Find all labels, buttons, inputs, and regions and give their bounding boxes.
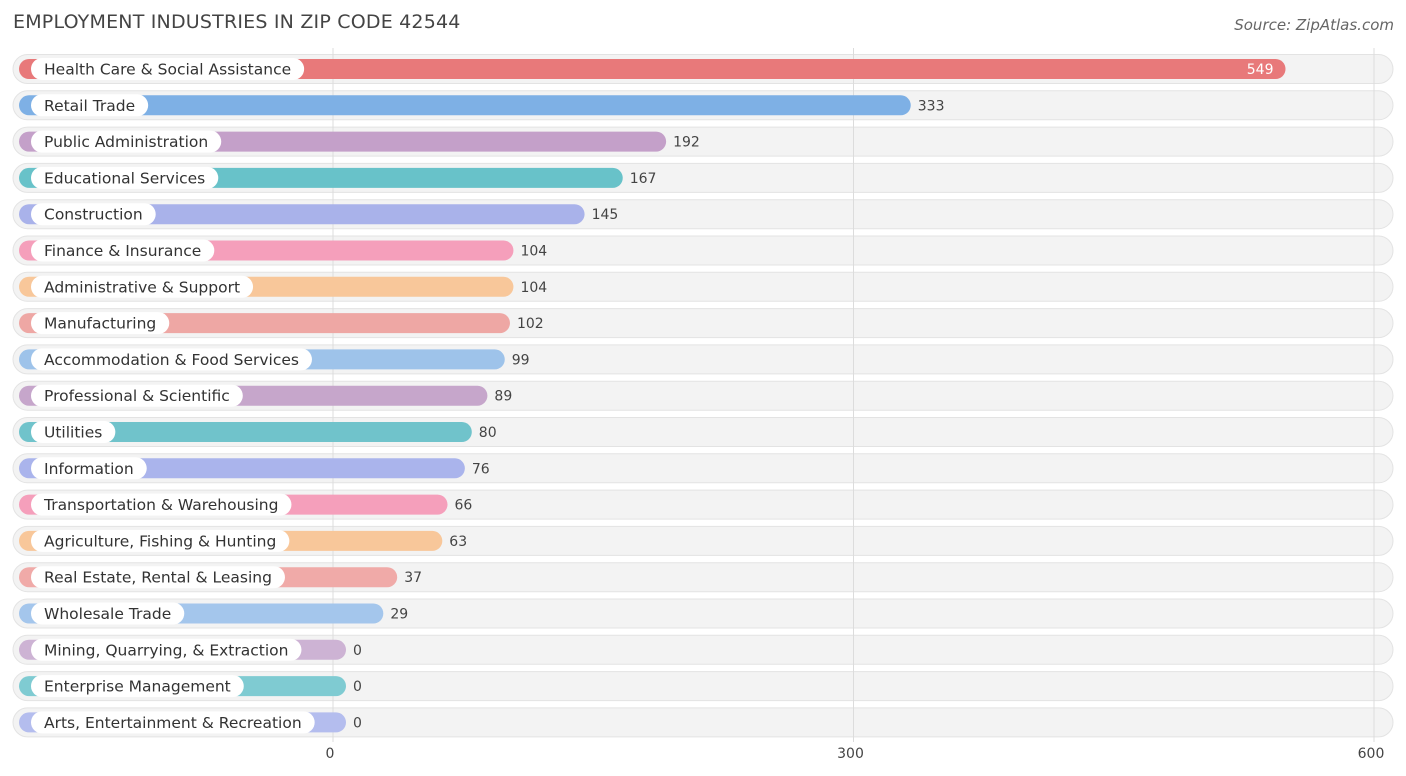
- bar-health-care-and-social-assistance: [19, 59, 1286, 79]
- category-pill-professional-and-scientific: [31, 384, 243, 407]
- row-track-enterprise-management: [12, 671, 1394, 702]
- row-track-arts-entertainment-and-recreation: [12, 707, 1394, 738]
- category-pill-mining-quarrying-and-extraction: [31, 638, 302, 661]
- value-label-wholesale-trade: 29: [390, 607, 408, 623]
- x-tick-label-300: 300: [837, 746, 864, 762]
- value-label-educational-services: 167: [630, 171, 657, 187]
- x-tick-label-600: 600: [1358, 746, 1385, 762]
- value-label-accommodation-and-food-services: 99: [512, 352, 530, 368]
- category-pill-arts-entertainment-and-recreation: [31, 711, 315, 734]
- category-label-construction: Construction: [44, 206, 143, 224]
- value-label-agriculture-fishing-and-hunting: 63: [449, 534, 467, 550]
- category-label-agriculture-fishing-and-hunting: Agriculture, Fishing & Hunting: [44, 532, 276, 550]
- category-label-transportation-and-warehousing: Transportation & Warehousing: [43, 496, 278, 514]
- value-label-utilities: 80: [479, 425, 497, 441]
- category-label-manufacturing: Manufacturing: [44, 315, 156, 333]
- category-pill-real-estate-rental-and-leasing: [31, 566, 285, 589]
- bar-retail-trade: [19, 95, 911, 116]
- value-label-information: 76: [472, 461, 490, 477]
- category-pill-transportation-and-warehousing: [31, 493, 292, 516]
- category-label-enterprise-management: Enterprise Management: [44, 678, 231, 696]
- category-pill-public-administration: [31, 130, 222, 153]
- value-label-public-administration: 192: [673, 135, 700, 151]
- category-label-health-care-and-social-assistance: Health Care & Social Assistance: [44, 61, 291, 79]
- category-pill-manufacturing: [31, 312, 170, 335]
- value-label-mining-quarrying-and-extraction: 0: [353, 643, 362, 659]
- category-label-utilities: Utilities: [44, 424, 102, 442]
- category-pill-health-care-and-social-assistance: [31, 58, 305, 80]
- category-pill-enterprise-management: [31, 675, 244, 698]
- category-pill-information: [31, 457, 147, 480]
- category-label-mining-quarrying-and-extraction: Mining, Quarrying, & Extraction: [44, 641, 288, 659]
- chart-title: EMPLOYMENT INDUSTRIES IN ZIP CODE 42544: [13, 11, 461, 33]
- value-label-enterprise-management: 0: [353, 679, 362, 695]
- category-label-public-administration: Public Administration: [44, 133, 208, 151]
- category-pill-agriculture-fishing-and-hunting: [31, 529, 290, 552]
- category-label-retail-trade: Retail Trade: [44, 97, 135, 115]
- category-pill-administrative-and-support: [31, 275, 254, 298]
- category-pill-retail-trade: [31, 94, 149, 117]
- category-pill-utilities: [31, 421, 116, 443]
- value-label-manufacturing: 102: [517, 316, 544, 332]
- value-label-health-care-and-social-assistance: 549: [1247, 62, 1274, 78]
- category-label-wholesale-trade: Wholesale Trade: [44, 605, 171, 623]
- value-label-construction: 145: [592, 207, 619, 223]
- value-label-finance-and-insurance: 104: [520, 244, 547, 260]
- category-pill-educational-services: [31, 166, 219, 189]
- value-label-administrative-and-support: 104: [520, 280, 547, 296]
- category-pill-wholesale-trade: [31, 602, 185, 625]
- category-pill-finance-and-insurance: [31, 239, 215, 262]
- category-label-accommodation-and-food-services: Accommodation & Food Services: [44, 351, 299, 369]
- value-label-transportation-and-warehousing: 66: [455, 498, 473, 514]
- category-pill-accommodation-and-food-services: [31, 348, 312, 371]
- bar-construction: [19, 204, 585, 225]
- value-label-real-estate-rental-and-leasing: 37: [404, 570, 422, 586]
- value-label-retail-trade: 333: [918, 98, 945, 114]
- chart-source: Source: ZipAtlas.com: [1234, 16, 1394, 34]
- category-label-real-estate-rental-and-leasing: Real Estate, Rental & Leasing: [44, 569, 272, 587]
- category-label-administrative-and-support: Administrative & Support: [44, 278, 240, 296]
- category-label-finance-and-insurance: Finance & Insurance: [44, 242, 201, 260]
- category-label-educational-services: Educational Services: [44, 169, 205, 187]
- value-label-arts-entertainment-and-recreation: 0: [353, 715, 362, 731]
- row-track-mining-quarrying-and-extraction: [12, 634, 1394, 665]
- value-label-professional-and-scientific: 89: [494, 389, 512, 405]
- category-label-information: Information: [44, 460, 134, 478]
- category-pill-construction: [31, 203, 156, 226]
- bar-utilities: [19, 422, 472, 442]
- category-label-professional-and-scientific: Professional & Scientific: [44, 387, 230, 405]
- category-label-arts-entertainment-and-recreation: Arts, Entertainment & Recreation: [44, 714, 302, 732]
- x-tick-label-0: 0: [326, 746, 335, 762]
